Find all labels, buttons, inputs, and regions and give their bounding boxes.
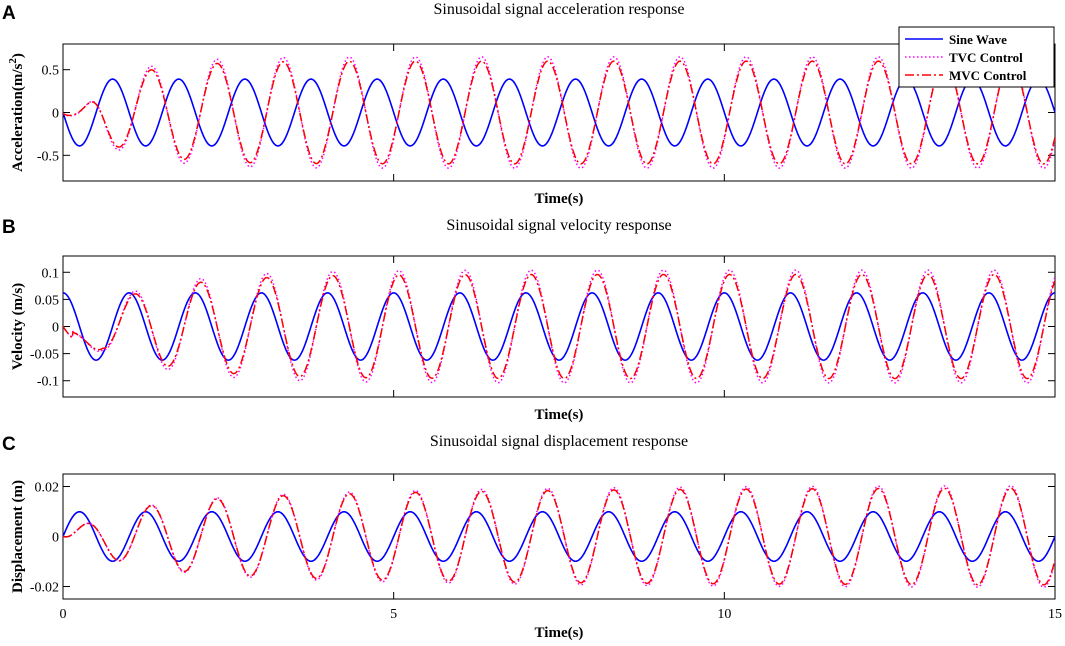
series-line-sine-wave <box>63 510 1055 563</box>
x-axis-label: Time(s) <box>535 191 584 207</box>
y-axis-label: Displacement (m) <box>10 480 26 593</box>
y-tick-label: 0.05 <box>35 293 60 308</box>
y-tick-label: -0.1 <box>37 375 59 390</box>
x-tick-label: 5 <box>390 607 397 622</box>
panel-letter-b: B <box>2 217 16 238</box>
panel-C: C Sinusoidal signal displacement response… <box>2 433 1062 641</box>
legend-label: MVC Control <box>949 68 1027 83</box>
y-tick-label: 0.5 <box>42 64 60 79</box>
y-tick-label: 0 <box>52 531 59 546</box>
series-line-mvc-control <box>63 60 1055 165</box>
y-tick-label: -0.05 <box>30 348 59 363</box>
y-tick-label: 0.02 <box>35 481 60 496</box>
y-axis-label: Velocity (m/s) <box>10 283 26 370</box>
series-line-sine-wave <box>63 292 1055 361</box>
series-line-sine-wave <box>63 78 1055 147</box>
y-tick-label: -0.02 <box>30 581 59 596</box>
chart-title: Sinusoidal signal acceleration response <box>433 1 684 18</box>
y-tick-label: 0.1 <box>42 266 60 281</box>
y-tick-label: -0.5 <box>37 149 59 164</box>
panel-letter-c: C <box>2 434 16 455</box>
x-tick-label: 0 <box>60 607 67 622</box>
chart-title: Sinusoidal signal displacement response <box>430 433 688 450</box>
panel-B: B Sinusoidal signal velocity response -0.1… <box>2 217 1056 423</box>
series-line-mvc-control <box>63 487 1055 586</box>
panel-letter-a: A <box>2 3 16 24</box>
chart-title: Sinusoidal signal velocity response <box>446 217 671 234</box>
series-line-mvc-control <box>63 273 1055 380</box>
y-tick-label: 0 <box>52 321 59 336</box>
legend-label: TVC Control <box>949 50 1023 65</box>
y-axis-label: Acceleration(m/s2) <box>7 53 26 172</box>
x-tick-label: 10 <box>717 607 731 622</box>
x-tick-label: 15 <box>1048 607 1062 622</box>
legend: Sine Wave TVC Control MVC Control <box>898 26 1055 88</box>
legend-label: Sine Wave <box>949 32 1007 47</box>
y-tick-label: 0 <box>52 107 59 122</box>
panel-A: A Sinusoidal signal acceleration response… <box>2 1 1056 207</box>
x-axis-label: Time(s) <box>535 625 584 641</box>
x-axis-label: Time(s) <box>535 407 584 423</box>
legend-box <box>898 26 1055 88</box>
